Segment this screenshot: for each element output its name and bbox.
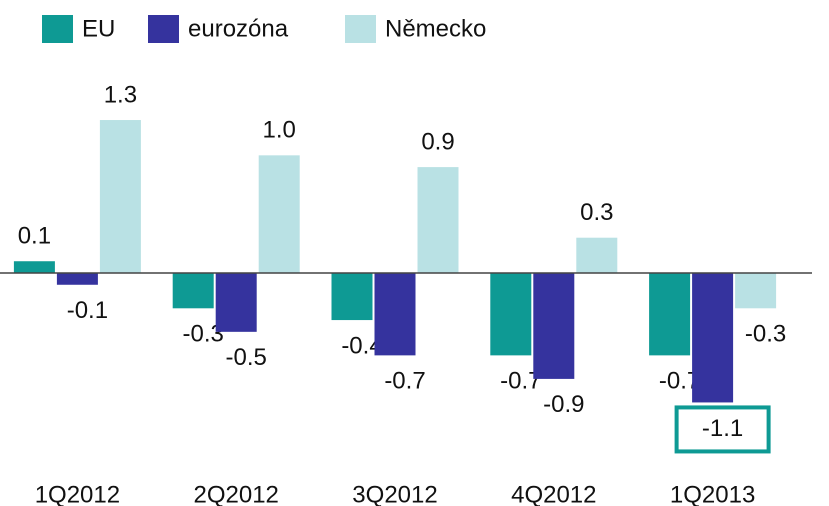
value-label: -0.5	[226, 344, 267, 371]
legend-swatch	[345, 15, 376, 43]
x-tick-label: 1Q2012	[35, 481, 120, 506]
legend-label: EU	[82, 15, 115, 42]
value-label: 0.9	[421, 128, 454, 155]
bar	[576, 237, 618, 273]
value-label: 1.0	[263, 117, 296, 144]
value-label: 0.3	[580, 199, 613, 226]
bar	[215, 273, 257, 332]
bar	[533, 273, 575, 379]
bar	[735, 273, 777, 309]
x-tick-label: 1Q2013	[670, 481, 755, 506]
value-label: -1.1	[702, 415, 743, 442]
bar	[490, 273, 532, 356]
value-label: 0.1	[18, 223, 51, 250]
bar	[649, 273, 691, 356]
bar	[331, 273, 373, 321]
bar	[56, 273, 98, 285]
legend-label: Německo	[385, 15, 486, 42]
bar	[692, 273, 734, 403]
value-label: 1.3	[104, 81, 137, 108]
bar	[417, 167, 459, 273]
legend-label: eurozóna	[188, 15, 289, 42]
bar	[172, 273, 214, 309]
x-tick-label: 3Q2012	[352, 481, 437, 506]
bar	[258, 155, 300, 273]
bar	[13, 261, 55, 273]
value-label: -0.7	[384, 368, 425, 395]
bar	[99, 120, 141, 274]
value-label: -0.3	[745, 321, 786, 348]
value-label: -0.1	[67, 297, 108, 324]
value-label: -0.9	[543, 391, 584, 418]
highlight-box	[674, 405, 771, 454]
x-tick-label: 2Q2012	[193, 481, 278, 506]
legend-swatch	[148, 15, 179, 43]
bar	[374, 273, 416, 356]
x-tick-label: 4Q2012	[511, 481, 596, 506]
legend-swatch	[42, 15, 73, 43]
